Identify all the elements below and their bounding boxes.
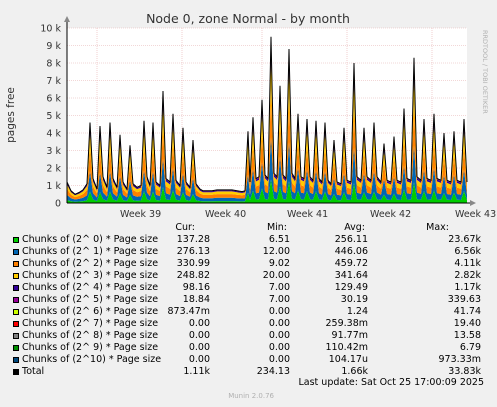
area-series-5 [67, 39, 467, 195]
y-tick-label: 10 k [40, 24, 61, 35]
x-tick-label: Week 41 [287, 209, 328, 220]
y-tick-label: 8 k [46, 59, 61, 70]
y-tick-label: 6 k [46, 94, 61, 105]
y-tick-label: 4 k [46, 129, 61, 140]
x-tick-label: Week 39 [120, 209, 161, 220]
y-tick-label: 3 k [46, 146, 61, 157]
x-tick-label: Week 43 [455, 209, 496, 220]
y-tick-label: 9 k [46, 41, 61, 52]
chart-title: Node 0, zone Normal - by month [146, 11, 350, 26]
area-series-2 [67, 90, 467, 200]
y-tick-label: 0 [55, 199, 61, 210]
y-tick-label: 2 k [46, 164, 61, 175]
area-series-4 [67, 43, 467, 196]
x-tick-label: Week 42 [370, 209, 411, 220]
x-tick-label: Week 40 [205, 209, 246, 220]
area-series-1 [67, 137, 467, 202]
y-axis-label: pages free [5, 87, 17, 143]
y-axis-arrow [64, 16, 70, 22]
watermark: RRDTOOL / TOBI OETIKER [481, 30, 489, 114]
y-tick-label: 7 k [46, 76, 61, 87]
area-series-0 [67, 179, 467, 203]
y-tick-label: 5 k [46, 111, 61, 122]
x-axis-arrow [470, 200, 476, 206]
y-tick-label: 1 k [46, 181, 61, 192]
area-series-3 [67, 56, 467, 198]
total-line [66, 36, 468, 195]
